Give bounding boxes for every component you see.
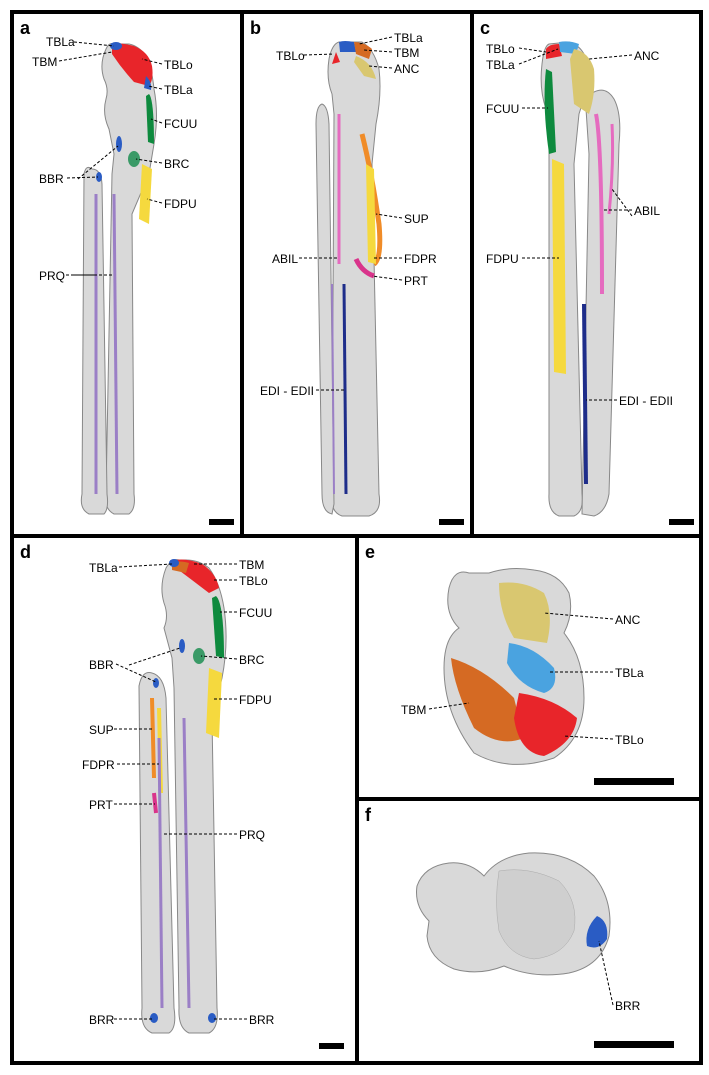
label-b-tbla: TBLa xyxy=(394,31,423,45)
label-e-tbla: TBLa xyxy=(615,666,644,680)
scale-bar-c xyxy=(669,519,694,525)
scale-bar-f xyxy=(594,1041,674,1048)
label-d-fdpu: FDPU xyxy=(239,693,272,707)
label-a-tbla-l: TBLa xyxy=(46,35,75,49)
panel-a: a xyxy=(12,12,242,536)
panel-d: d xyxy=(12,536,357,1063)
scale-bar-d xyxy=(319,1043,344,1049)
label-b-prt: PRT xyxy=(404,274,428,288)
label-b-abil: ABIL xyxy=(272,252,298,266)
panel-d-svg xyxy=(14,538,359,1065)
label-d-brc: BRC xyxy=(239,653,264,667)
label-b-tbm: TBM xyxy=(394,46,419,60)
label-d-sup: SUP xyxy=(89,723,114,737)
panel-e: e TBM ANC TBLa TBLo xyxy=(357,536,701,799)
label-d-tbm: TBM xyxy=(239,558,264,572)
panel-e-svg xyxy=(359,538,703,801)
label-b-sup: SUP xyxy=(404,212,429,226)
label-c-edi: EDI - EDII xyxy=(619,394,673,408)
label-d-prq: PRQ xyxy=(239,828,265,842)
label-a-fdpu: FDPU xyxy=(164,197,197,211)
label-a-tbla-r: TBLa xyxy=(164,83,193,97)
label-c-fcuu: FCUU xyxy=(486,102,519,116)
label-b-fdpr: FDPR xyxy=(404,252,437,266)
scale-bar-b xyxy=(439,519,464,525)
label-a-tblo: TBLo xyxy=(164,58,193,72)
label-b-tblo: TBLo xyxy=(276,49,305,63)
label-d-tbla: TBLa xyxy=(89,561,118,575)
label-a-bbr: BBR xyxy=(39,172,64,186)
label-a-brc: BRC xyxy=(164,157,189,171)
panel-f: f BRR xyxy=(357,799,701,1063)
label-e-tbm: TBM xyxy=(401,703,426,717)
label-b-edi: EDI - EDII xyxy=(260,384,314,398)
panel-b-svg xyxy=(244,14,474,538)
label-a-prq: PRQ xyxy=(39,269,65,283)
label-e-anc: ANC xyxy=(615,613,640,627)
panel-c-svg xyxy=(474,14,703,538)
label-d-brr-r: BRR xyxy=(249,1013,274,1027)
label-d-prt: PRT xyxy=(89,798,113,812)
figure-container: a xyxy=(10,10,703,1065)
label-c-tblo: TBLo xyxy=(486,42,515,56)
label-a-fcuu: FCUU xyxy=(164,117,197,131)
label-c-tbla: TBLa xyxy=(486,58,515,72)
label-d-fdpr: FDPR xyxy=(82,758,115,772)
scale-bar-e xyxy=(594,778,674,785)
label-c-abil: ABIL xyxy=(634,204,660,218)
label-c-fdpu: FDPU xyxy=(486,252,519,266)
panel-c: c xyxy=(472,12,701,536)
label-c-anc: ANC xyxy=(634,49,659,63)
label-a-tbm: TBM xyxy=(32,55,57,69)
panel-b: b xyxy=(242,12,472,536)
label-d-bbr: BBR xyxy=(89,658,114,672)
label-e-tblo: TBLo xyxy=(615,733,644,747)
scale-bar-a xyxy=(209,519,234,525)
panel-f-svg xyxy=(359,801,703,1065)
label-d-fcuu: FCUU xyxy=(239,606,272,620)
label-d-brr-l: BRR xyxy=(89,1013,114,1027)
label-b-anc: ANC xyxy=(394,62,419,76)
label-d-tblo: TBLo xyxy=(239,574,268,588)
label-f-brr: BRR xyxy=(615,999,640,1013)
